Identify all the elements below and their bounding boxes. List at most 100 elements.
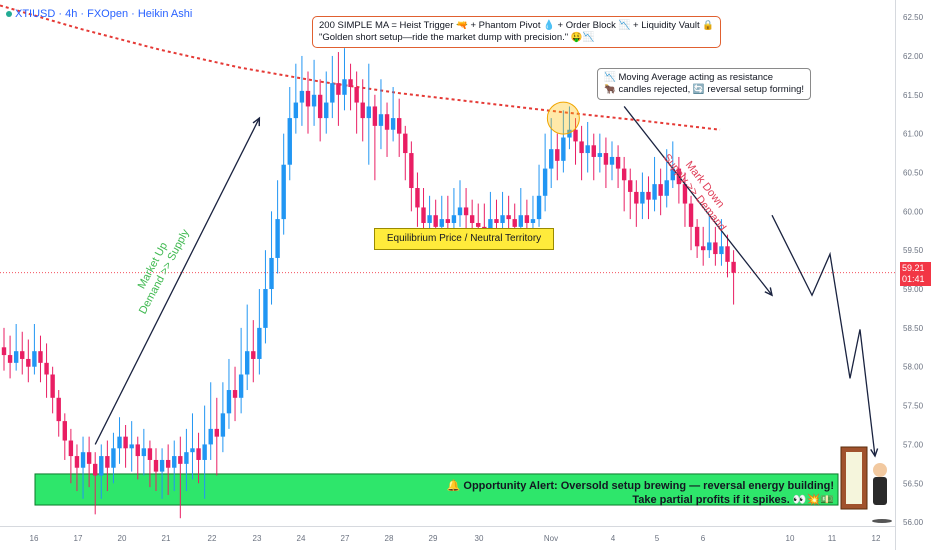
candle-body (512, 219, 517, 227)
candle-body (26, 358, 31, 367)
candle-body (439, 219, 444, 227)
resistance-highlight (546, 101, 580, 135)
arrows (94, 106, 892, 523)
candle-body (701, 246, 706, 251)
candle-body (311, 94, 317, 107)
candle-body (621, 168, 627, 181)
candle-body (682, 184, 688, 204)
candle-body (263, 289, 268, 328)
candle-body (670, 168, 675, 181)
candle-body (275, 219, 280, 258)
x-tick-label: 12 (872, 534, 881, 543)
x-tick-label: 10 (786, 534, 795, 543)
candle-body (153, 459, 159, 472)
candle-body (178, 456, 183, 464)
candle-body (725, 246, 730, 262)
x-tick-label: 30 (475, 534, 484, 543)
candle-body (165, 459, 171, 468)
candle-body (628, 180, 633, 192)
bar-countdown: 01:41 (902, 274, 925, 284)
candle-body (707, 242, 712, 251)
candle-body (208, 428, 213, 445)
y-tick-label: 60.50 (903, 168, 924, 177)
alert-line-1: 🔔 Opportunity Alert: Oversold setup brew… (446, 480, 834, 492)
candle-body (591, 145, 596, 157)
candle-body (390, 118, 396, 130)
x-tick-label: 11 (828, 534, 837, 543)
y-tick-label: 58.50 (903, 324, 924, 333)
candle-body (305, 90, 311, 107)
candle-body (50, 374, 55, 398)
current-price-tag: 59.21 01:41 (900, 262, 931, 286)
candle-body (530, 219, 536, 223)
x-tick-label: 22 (208, 534, 217, 543)
y-tick-label: 59.50 (903, 246, 924, 255)
x-tick-label: 28 (385, 534, 394, 543)
candle-body (74, 456, 80, 468)
candle-body (13, 351, 19, 363)
y-tick-label: 56.00 (903, 518, 924, 527)
candle-body (123, 436, 128, 449)
x-tick-label: 23 (253, 534, 262, 543)
y-tick-label: 57.00 (903, 440, 924, 449)
candle-body (494, 219, 499, 223)
candle-body (469, 215, 475, 223)
candle-body (238, 374, 244, 398)
candle-body (451, 215, 457, 223)
mark-down-arrowhead (764, 287, 773, 297)
candle-body (597, 153, 603, 157)
candle-body (317, 94, 323, 119)
candle-body (202, 444, 207, 460)
candle-body (147, 448, 153, 460)
candle-body (409, 153, 414, 189)
candle-body (488, 219, 493, 231)
thief-body-icon (873, 477, 887, 505)
candle-body (378, 114, 384, 126)
candle-body (518, 215, 523, 227)
candle-body (585, 145, 590, 154)
candle-body (500, 215, 505, 223)
candle-body (524, 215, 530, 223)
candle-body (506, 215, 511, 220)
candle-body (348, 79, 353, 88)
thief-head-icon (873, 463, 887, 477)
candle-body (536, 195, 542, 220)
y-tick-label: 61.50 (903, 91, 924, 100)
candle-body (7, 355, 13, 363)
candle-body (190, 448, 195, 453)
x-tick-label: 17 (74, 534, 83, 543)
demand-zone (34, 473, 839, 506)
y-tick-label: 62.00 (903, 52, 924, 61)
market-up-arrowhead (252, 116, 261, 127)
x-tick-label: Nov (544, 534, 558, 543)
candle-body (427, 215, 432, 223)
candle-body (56, 397, 61, 422)
x-tick-label: 6 (701, 534, 706, 543)
candle-body (336, 83, 341, 95)
candle-body (646, 191, 651, 200)
candle-body (135, 444, 140, 457)
candle-body (719, 246, 724, 255)
candle-body (105, 456, 110, 468)
x-tick-label: 24 (297, 534, 306, 543)
candle-body (634, 191, 639, 204)
mark-down-arrow (623, 106, 773, 296)
candle-body (111, 448, 116, 468)
candle-body (688, 203, 694, 227)
x-tick-label: 5 (655, 534, 660, 543)
door-inner-icon (846, 452, 862, 504)
x-tick-label: 20 (118, 534, 127, 543)
candle-body (172, 456, 177, 468)
candle-body (1, 347, 7, 356)
symbol-title[interactable]: XTIUSD · 4h · FXOpen · Heikin Ashi (6, 8, 192, 20)
candle-body (269, 257, 274, 290)
candle-body (44, 362, 49, 375)
candle-body (567, 129, 572, 138)
candle-body (184, 452, 189, 464)
x-tick-label: 27 (341, 534, 350, 543)
projection-path (771, 214, 876, 457)
candle-body (245, 351, 250, 375)
